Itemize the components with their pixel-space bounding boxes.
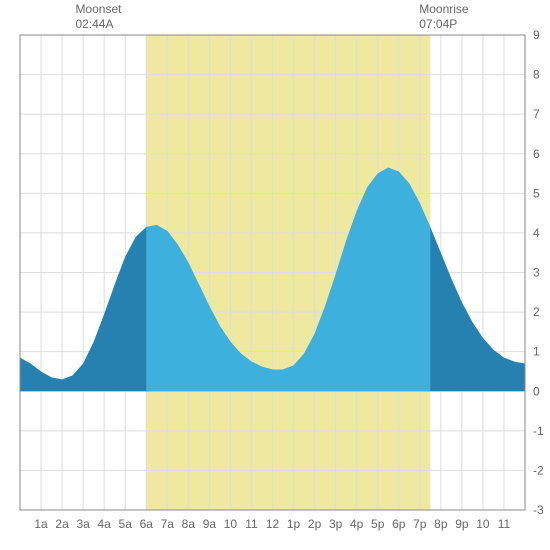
x-tick-label: 3p: [329, 517, 343, 531]
y-tick-label: 8: [533, 68, 540, 82]
moonset-label: Moonset 02:44A: [75, 2, 121, 32]
y-tick-label: 2: [533, 305, 540, 319]
x-tick-label: 10: [224, 517, 238, 531]
y-tick-label: -3: [533, 503, 544, 517]
x-tick-label: 2a: [55, 517, 69, 531]
chart-svg: -3-2-101234567891a2a3a4a5a6a7a8a9a101112…: [0, 0, 550, 550]
x-tick-label: 1a: [34, 517, 48, 531]
moonrise-time: 07:04P: [419, 17, 468, 32]
x-tick-label: 3a: [76, 517, 90, 531]
moonrise-title: Moonrise: [419, 2, 468, 17]
x-tick-label: 5a: [119, 517, 133, 531]
x-tick-label: 11: [245, 517, 258, 531]
x-tick-label: 4a: [97, 517, 111, 531]
x-tick-label: 5p: [371, 517, 385, 531]
moonset-title: Moonset: [75, 2, 121, 17]
x-tick-label: 10: [476, 517, 490, 531]
y-tick-label: -2: [533, 463, 544, 477]
moonrise-label: Moonrise 07:04P: [419, 2, 468, 32]
y-tick-label: 3: [533, 266, 540, 280]
y-tick-label: 9: [533, 28, 540, 42]
x-tick-label: 2p: [308, 517, 322, 531]
tide-chart: Moonset 02:44A Moonrise 07:04P -3-2-1012…: [0, 0, 550, 550]
x-tick-label: 9p: [455, 517, 469, 531]
y-tick-label: 4: [533, 226, 540, 240]
grid: [20, 35, 525, 510]
y-tick-label: -1: [533, 424, 544, 438]
y-tick-label: 1: [533, 345, 540, 359]
y-tick-label: 5: [533, 186, 540, 200]
x-tick-label: 4p: [350, 517, 364, 531]
x-tick-label: 6a: [140, 517, 154, 531]
x-tick-label: 6p: [392, 517, 406, 531]
y-tick-label: 7: [533, 107, 540, 121]
x-tick-label: 7a: [161, 517, 175, 531]
x-tick-label: 8p: [434, 517, 448, 531]
x-tick-label: 11: [498, 517, 511, 531]
x-tick-label: 8a: [182, 517, 196, 531]
x-tick-label: 1p: [287, 517, 301, 531]
y-tick-label: 0: [533, 384, 540, 398]
x-tick-label: 9a: [203, 517, 217, 531]
x-tick-label: 12: [266, 517, 280, 531]
y-tick-label: 6: [533, 147, 540, 161]
x-tick-label: 7p: [413, 517, 427, 531]
moonset-time: 02:44A: [75, 17, 121, 32]
